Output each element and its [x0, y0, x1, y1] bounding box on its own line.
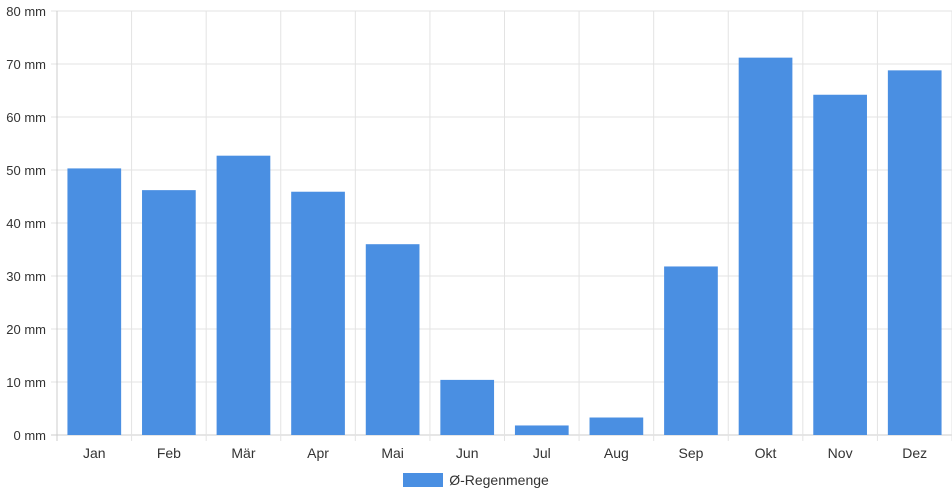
bars: [67, 57, 942, 436]
y-tick-label: 80 mm: [6, 4, 46, 19]
bar[interactable]: [514, 425, 569, 435]
x-tick-label: Sep: [678, 445, 703, 461]
x-tick-label: Nov: [828, 445, 853, 461]
y-tick-label: 50 mm: [6, 163, 46, 178]
y-tick-label: 20 mm: [6, 322, 46, 337]
bar[interactable]: [291, 191, 345, 435]
x-tick-label: Mär: [231, 445, 255, 461]
x-tick-label: Feb: [157, 445, 181, 461]
x-tick-label: Jul: [533, 445, 551, 461]
legend[interactable]: Ø-Regenmenge: [0, 472, 952, 488]
bar[interactable]: [887, 70, 942, 436]
y-tick-label: 0 mm: [14, 428, 47, 443]
y-tick-label: 40 mm: [6, 216, 46, 231]
bar[interactable]: [440, 379, 495, 435]
legend-swatch: [403, 473, 444, 487]
legend-label: Ø-Regenmenge: [449, 472, 549, 488]
x-tick-label: Jun: [456, 445, 479, 461]
y-tick-label: 10 mm: [6, 375, 46, 390]
bar[interactable]: [738, 57, 793, 435]
rainfall-bar-chart: 0 mm 10 mm 20 mm 30 mm 40 mm 50 mm 60 mm 70 mm 8…: [6, 4, 952, 461]
bar[interactable]: [664, 266, 718, 435]
x-tick-label: Aug: [604, 445, 629, 461]
bar[interactable]: [67, 168, 122, 435]
bar[interactable]: [365, 244, 420, 435]
x-tick-label: Jan: [83, 445, 106, 461]
x-tick-label: Dez: [902, 445, 927, 461]
bar[interactable]: [142, 190, 196, 435]
y-tick-label: 60 mm: [6, 110, 46, 125]
y-tick-label: 30 mm: [6, 269, 46, 284]
x-tick-label: Apr: [307, 445, 329, 461]
grid-lines: [51, 10, 952, 441]
y-tick-label: 70 mm: [6, 57, 46, 72]
x-tick-label: Okt: [755, 445, 777, 461]
x-tick-label: Mai: [381, 445, 404, 461]
x-axis-ticks: Jan Feb Mär Apr Mai Jun Jul Aug Sep Okt Nov Dez: [83, 445, 927, 461]
bar[interactable]: [216, 155, 271, 435]
y-axis-ticks: 0 mm 10 mm 20 mm 30 mm 40 mm 50 mm 60 mm 70 mm 8…: [6, 4, 46, 443]
bar[interactable]: [589, 417, 644, 435]
bar[interactable]: [813, 94, 867, 436]
